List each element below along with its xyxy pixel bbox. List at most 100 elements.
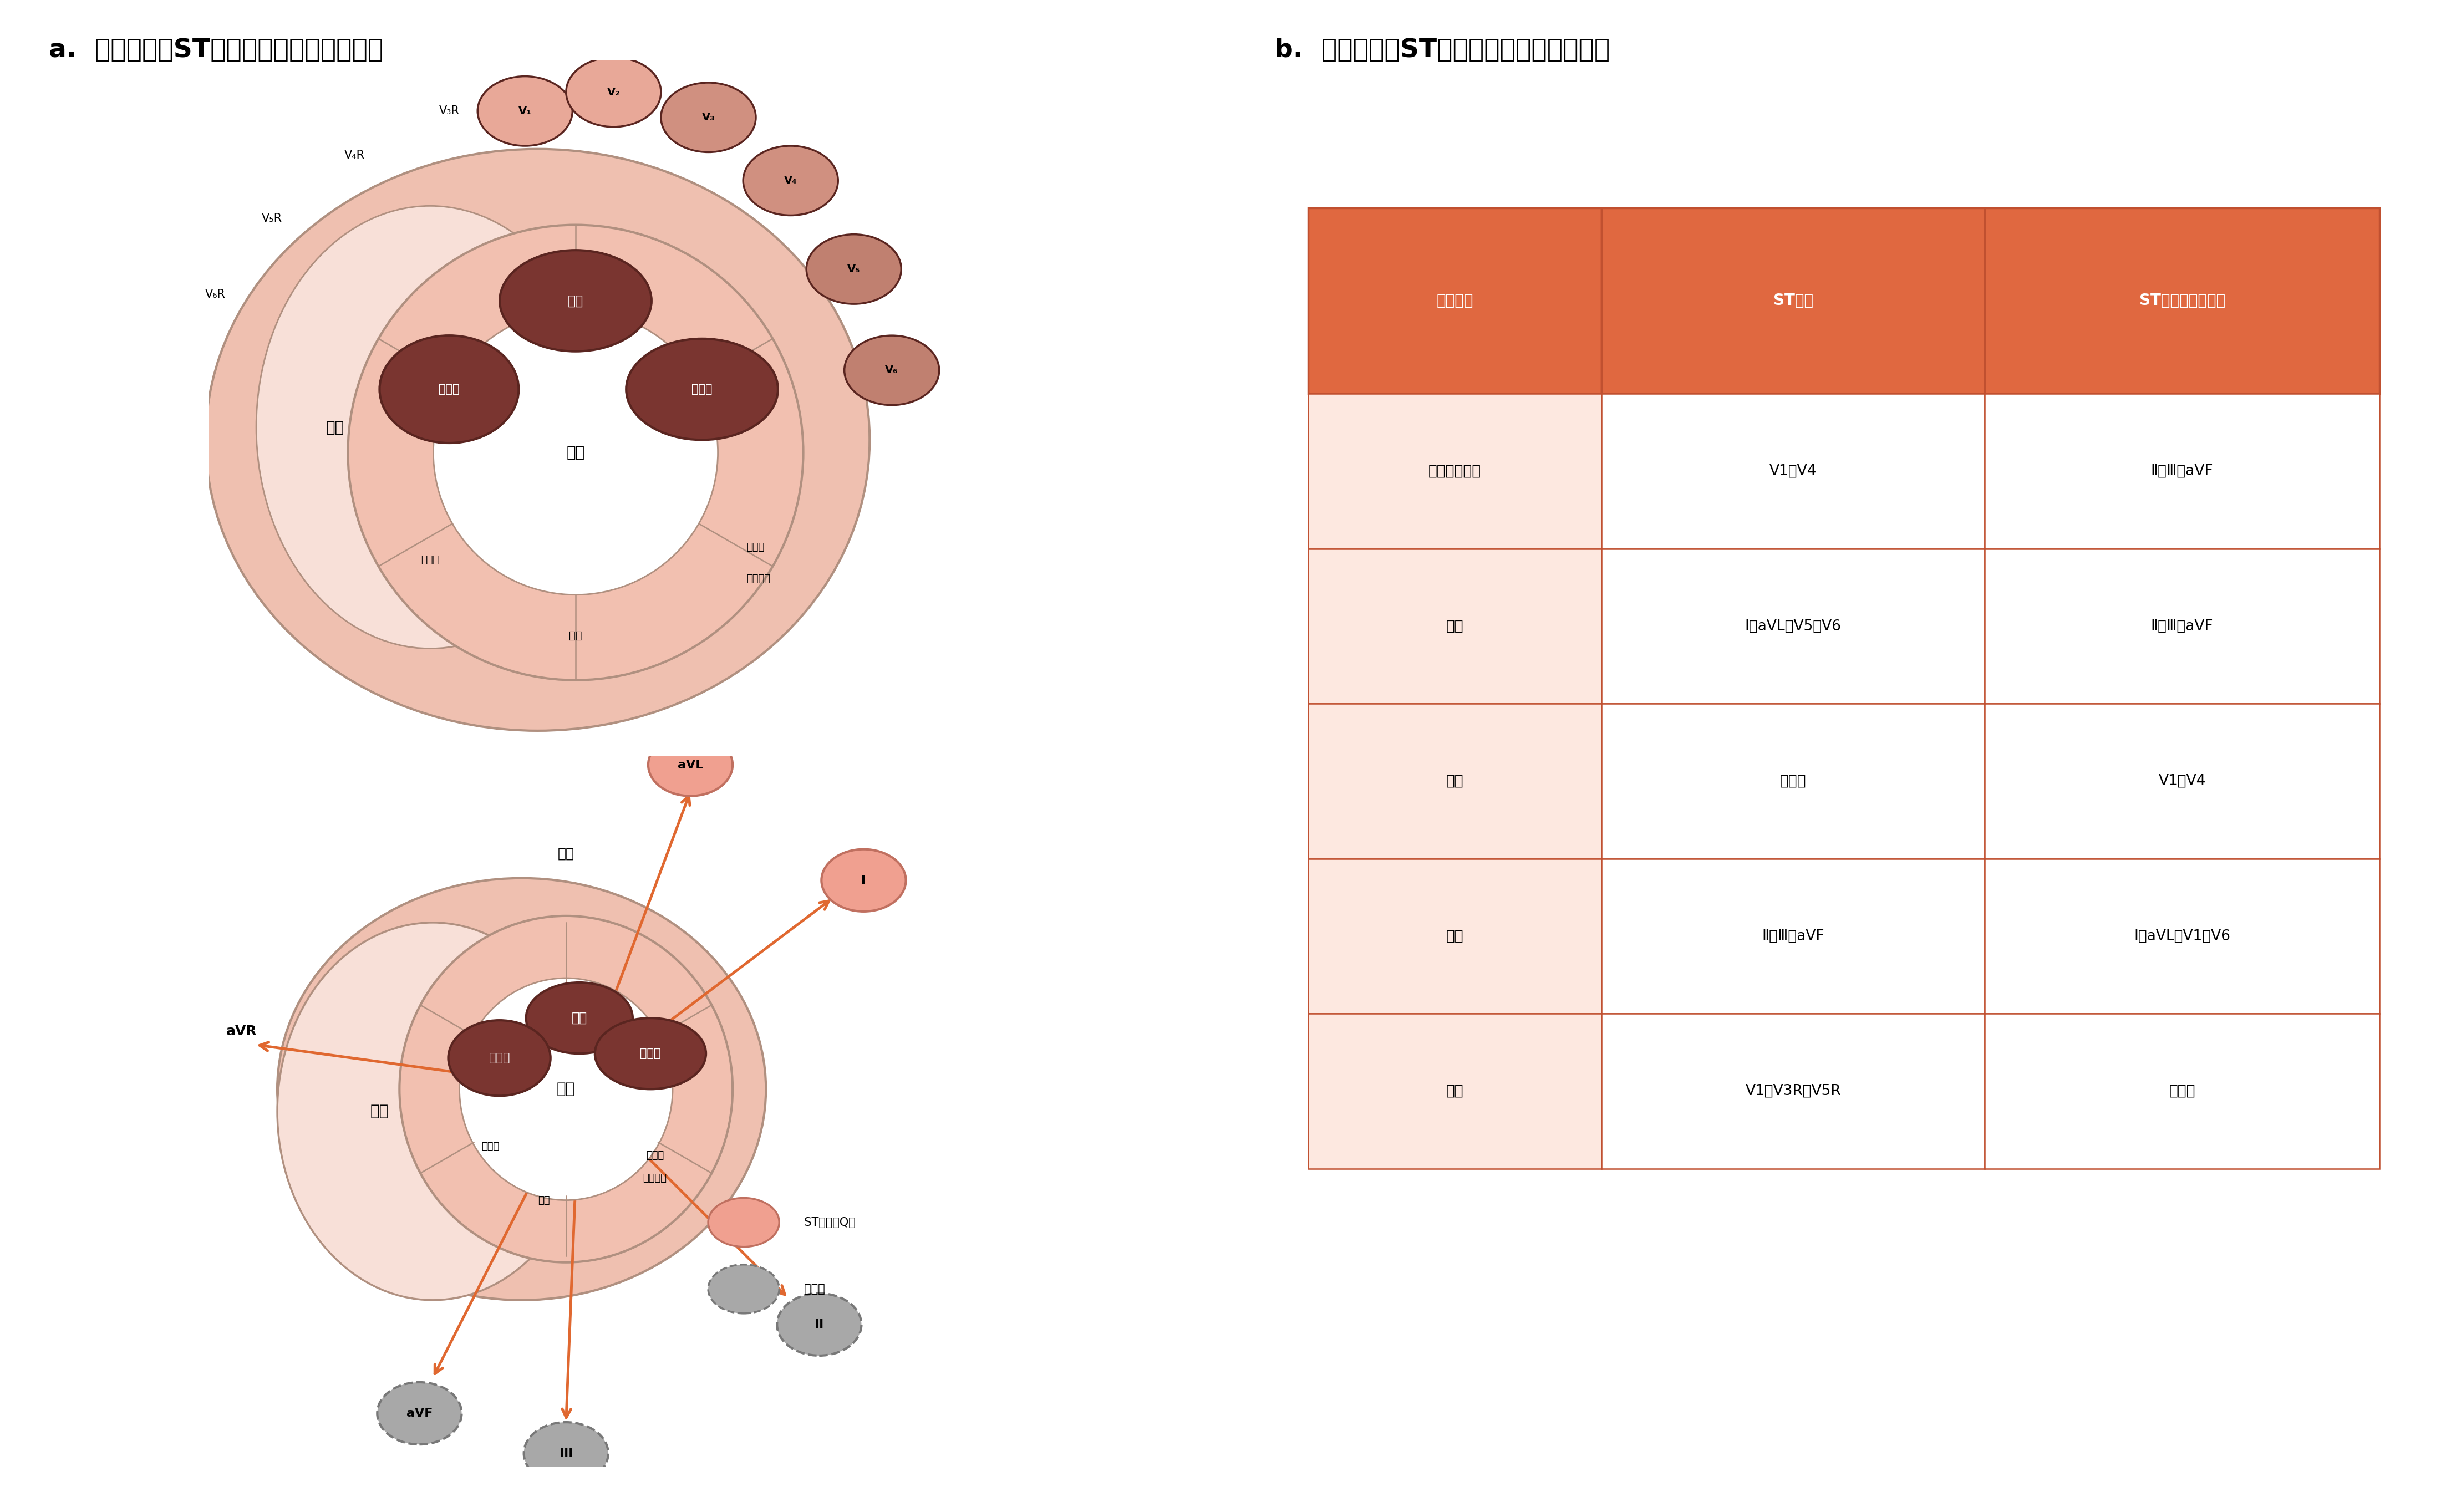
Text: V₄R: V₄R <box>343 150 365 160</box>
Text: 前中隔〜前壁: 前中隔〜前壁 <box>1429 464 1480 478</box>
Text: V₆: V₆ <box>885 364 900 375</box>
Bar <box>1309 703 1601 859</box>
Ellipse shape <box>458 978 672 1201</box>
Ellipse shape <box>743 145 838 215</box>
Ellipse shape <box>525 1423 608 1485</box>
Text: 前壁: 前壁 <box>569 295 583 307</box>
Text: （後壁）: （後壁） <box>642 1173 667 1182</box>
Text: 前側壁: 前側壁 <box>691 384 713 395</box>
Text: V1〜V4: V1〜V4 <box>1770 464 1816 478</box>
Text: V₃R: V₃R <box>439 106 458 116</box>
Text: 下壁: 下壁 <box>1446 928 1463 943</box>
Text: 前中隔: 前中隔 <box>490 1052 510 1063</box>
Text: （－）: （－） <box>1779 774 1806 788</box>
Text: ST上昇・Q波: ST上昇・Q波 <box>797 1217 855 1228</box>
Ellipse shape <box>277 878 765 1300</box>
Text: II: II <box>814 1318 824 1331</box>
Text: aVR: aVR <box>225 1025 257 1039</box>
Text: Ⅱ，Ⅲ，aVF: Ⅱ，Ⅲ，aVF <box>2152 464 2213 478</box>
Ellipse shape <box>806 234 902 304</box>
Bar <box>1985 703 2380 859</box>
Ellipse shape <box>777 1293 860 1356</box>
Text: V₂: V₂ <box>608 86 620 97</box>
Text: 前側壁: 前側壁 <box>640 1048 662 1058</box>
Text: 右室: 右室 <box>1446 1084 1463 1098</box>
Text: 下壁: 下壁 <box>569 631 581 641</box>
Text: 下中隔: 下中隔 <box>422 555 439 565</box>
Ellipse shape <box>596 1018 706 1089</box>
Text: ST低下（鏡面像）: ST低下（鏡面像） <box>2140 293 2226 308</box>
Ellipse shape <box>449 1021 551 1096</box>
Text: aVL: aVL <box>676 759 703 771</box>
Text: I: I <box>860 875 865 886</box>
Ellipse shape <box>566 57 662 127</box>
Text: III: III <box>559 1448 574 1459</box>
Text: Ⅰ，aVL，V5，V6: Ⅰ，aVL，V5，V6 <box>1745 618 1841 634</box>
Bar <box>1309 393 1601 549</box>
Text: 下側壁: 下側壁 <box>647 1151 664 1161</box>
Ellipse shape <box>257 206 603 649</box>
Text: （－）: （－） <box>2169 1084 2196 1098</box>
Ellipse shape <box>647 733 733 795</box>
Ellipse shape <box>708 1198 779 1247</box>
Text: V₅R: V₅R <box>262 213 282 224</box>
Bar <box>1601 703 1985 859</box>
Ellipse shape <box>625 339 777 440</box>
Ellipse shape <box>843 336 939 405</box>
Ellipse shape <box>277 922 588 1300</box>
Text: V₃: V₃ <box>701 112 716 122</box>
Ellipse shape <box>434 310 718 594</box>
Ellipse shape <box>662 83 755 153</box>
Ellipse shape <box>206 150 870 730</box>
Text: 左室: 左室 <box>556 1081 576 1096</box>
Text: V₅: V₅ <box>848 265 860 274</box>
Ellipse shape <box>380 336 520 443</box>
Text: V₆R: V₆R <box>206 289 225 299</box>
Text: 右室: 右室 <box>370 1104 390 1119</box>
Text: 後壁: 後壁 <box>1446 774 1463 788</box>
Ellipse shape <box>527 983 632 1054</box>
Text: V₄: V₄ <box>784 175 797 186</box>
Bar <box>1309 1013 1601 1169</box>
Text: 下壁: 下壁 <box>537 1194 549 1205</box>
Bar <box>1985 549 2380 703</box>
Bar <box>1309 859 1601 1013</box>
Ellipse shape <box>377 1382 461 1444</box>
Bar <box>1309 549 1601 703</box>
Text: 梗塞部位: 梗塞部位 <box>1436 293 1473 308</box>
Ellipse shape <box>478 76 574 145</box>
Text: V₁: V₁ <box>520 106 532 116</box>
Text: ST上昇: ST上昇 <box>1772 293 1814 308</box>
Text: 鏡面像: 鏡面像 <box>797 1284 826 1294</box>
Bar <box>1985 859 2380 1013</box>
Text: Ⅱ，Ⅲ，aVF: Ⅱ，Ⅲ，aVF <box>2152 618 2213 634</box>
Bar <box>1309 207 1601 393</box>
Bar <box>1601 1013 1985 1169</box>
Bar <box>1601 859 1985 1013</box>
Text: b.  梗塞部位とST上昇（低下）部位の対応: b. 梗塞部位とST上昇（低下）部位の対応 <box>1275 38 1610 64</box>
Text: Ⅰ，aVL，V1〜V6: Ⅰ，aVL，V1〜V6 <box>2135 928 2230 943</box>
Text: 側壁: 側壁 <box>1446 618 1463 634</box>
Text: 左室: 左室 <box>566 445 586 460</box>
Text: 下側壁: 下側壁 <box>748 543 765 552</box>
Bar <box>1985 207 2380 393</box>
Text: V1〜V4: V1〜V4 <box>2159 774 2206 788</box>
Ellipse shape <box>500 249 652 351</box>
Ellipse shape <box>821 850 907 912</box>
Text: （後壁）: （後壁） <box>748 575 770 584</box>
Text: 前壁: 前壁 <box>571 1012 588 1025</box>
Text: a.  梗塞部位とST変化の出現しやすい誘導: a. 梗塞部位とST変化の出現しやすい誘導 <box>49 38 382 64</box>
Text: Ⅱ，Ⅲ，aVF: Ⅱ，Ⅲ，aVF <box>1762 928 1824 943</box>
Text: V1，V3R〜V5R: V1，V3R〜V5R <box>1745 1084 1841 1098</box>
Text: 下中隔: 下中隔 <box>480 1142 500 1152</box>
Text: aVF: aVF <box>407 1408 431 1418</box>
Text: 前中隔: 前中隔 <box>439 384 458 395</box>
Bar <box>1985 393 2380 549</box>
Text: 左室: 左室 <box>559 847 574 860</box>
Text: 右室: 右室 <box>326 419 346 435</box>
Bar <box>1601 207 1985 393</box>
Ellipse shape <box>708 1264 779 1314</box>
Bar <box>1601 549 1985 703</box>
Bar <box>1601 393 1985 549</box>
Ellipse shape <box>400 916 733 1263</box>
